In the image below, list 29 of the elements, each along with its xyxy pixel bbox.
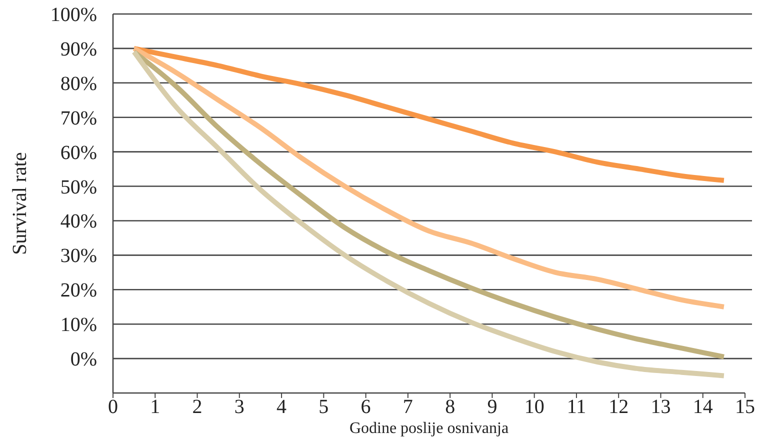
y-tick-label: 20% [60, 280, 97, 302]
y-tick-label: 90% [60, 38, 97, 60]
y-tick-label: 10% [60, 314, 97, 336]
y-tick-label: 0% [70, 348, 97, 371]
x-tick-label: 9 [487, 396, 498, 418]
y-tick-label: 40% [60, 210, 97, 233]
y-tick-label: 100% [50, 4, 97, 26]
x-tick-label: 14 [692, 396, 713, 418]
y-axis-title: Survival rate [9, 152, 31, 255]
y-tick-label: 70% [60, 107, 97, 130]
y-tick-label: 30% [60, 245, 97, 268]
x-tick-label: 3 [234, 396, 244, 418]
x-tick-label: 7 [402, 396, 413, 418]
x-tick-label: 10 [524, 396, 544, 418]
x-tick-label: 11 [566, 396, 586, 418]
x-axis-title: Godine poslije osnivanja [349, 420, 509, 437]
y-tick-label: 50% [60, 176, 97, 198]
x-tick-label: 4 [276, 396, 287, 418]
x-tick-label: 6 [360, 396, 371, 418]
y-tick-label: 60% [60, 142, 97, 164]
x-tick-label: 12 [608, 396, 629, 418]
x-tick-label: 1 [150, 396, 160, 418]
y-tick-label: 80% [60, 72, 97, 95]
x-tick-label: 8 [445, 396, 456, 418]
x-tick-label: 13 [650, 396, 671, 418]
x-tick-label: 5 [318, 396, 329, 418]
x-tick-label: 0 [108, 396, 118, 418]
x-tick-label: 15 [735, 396, 755, 418]
x-tick-label: 2 [192, 396, 202, 418]
